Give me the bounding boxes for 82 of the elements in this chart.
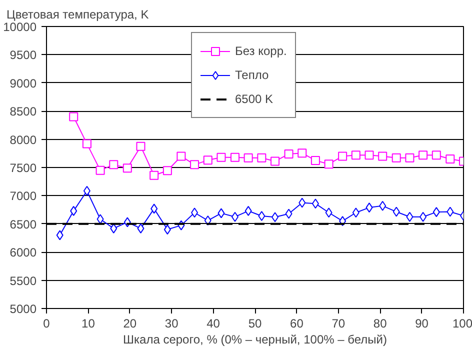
y-tick-label: 9500 [10,48,37,62]
point [56,230,64,240]
y-tick-label: 8000 [10,132,37,147]
point [203,156,212,165]
point [285,208,292,219]
x-tick-label: 20 [123,316,137,330]
x-tick-label: 10 [82,316,96,330]
point [216,152,226,162]
x-tick-label: 50 [248,316,262,330]
point [420,212,427,222]
point [364,150,374,160]
point [284,149,294,158]
point [230,152,240,162]
point [379,200,386,211]
y-tick-label: 5000 [10,302,37,316]
point [164,224,171,235]
point [446,206,454,217]
point [191,208,198,218]
point [446,154,455,164]
point [244,206,252,216]
point [69,112,78,122]
point [351,150,360,160]
point [218,208,225,218]
point [392,153,401,162]
point [110,223,118,234]
x-tick-label: 70 [332,316,346,330]
point [82,139,92,148]
point [405,153,414,162]
legend-label: 6500 K [235,92,274,106]
point [122,164,132,173]
y-tick-label: 7000 [10,189,37,204]
point [378,152,388,161]
point [137,223,144,234]
y-tick-label: 8500 [10,104,37,119]
point [96,166,105,175]
x-axis-title: Шкала серого, % (0% – черный, 100% – белый) [123,332,387,346]
point [406,212,414,222]
point [70,206,78,216]
point [150,204,158,214]
x-tick-label: 60 [290,316,304,330]
point [83,186,90,196]
point [352,208,360,218]
point [324,160,334,169]
point [231,212,238,222]
point [272,212,279,222]
x-tick-label: 100 [452,316,472,330]
point [258,211,266,222]
y-tick-label: 10000 [3,20,37,34]
y-tick-label: 7500 [10,161,37,175]
point [392,206,400,217]
point [109,160,118,170]
point [312,198,319,209]
x-tick-label: 30 [164,316,179,330]
point [96,214,104,224]
point [310,156,320,165]
y-axis-title: Цветовая температура, K [6,8,149,22]
x-tick-label: 90 [415,316,429,330]
y-tick-label: 5500 [10,274,37,288]
point [190,160,200,170]
x-tick-label: 0 [43,316,50,330]
point [298,198,306,208]
point [244,153,253,162]
point [150,170,159,180]
point [162,166,172,176]
point [270,156,280,166]
point [298,148,307,158]
point [418,150,428,160]
point [366,202,373,213]
y-tick-label: 6500 [10,217,37,232]
point [176,152,186,161]
point [432,150,441,160]
y-tick-label: 6000 [10,246,37,260]
point [325,208,332,218]
y-tick-label: 9000 [10,76,37,90]
point [136,142,146,151]
legend-label: Тепло [235,68,269,82]
point [338,152,348,161]
x-tick-label: 80 [373,316,388,330]
legend-label: Без корр. [235,44,287,58]
x-tick-label: 40 [206,316,220,330]
point [432,207,440,218]
point [257,153,266,162]
